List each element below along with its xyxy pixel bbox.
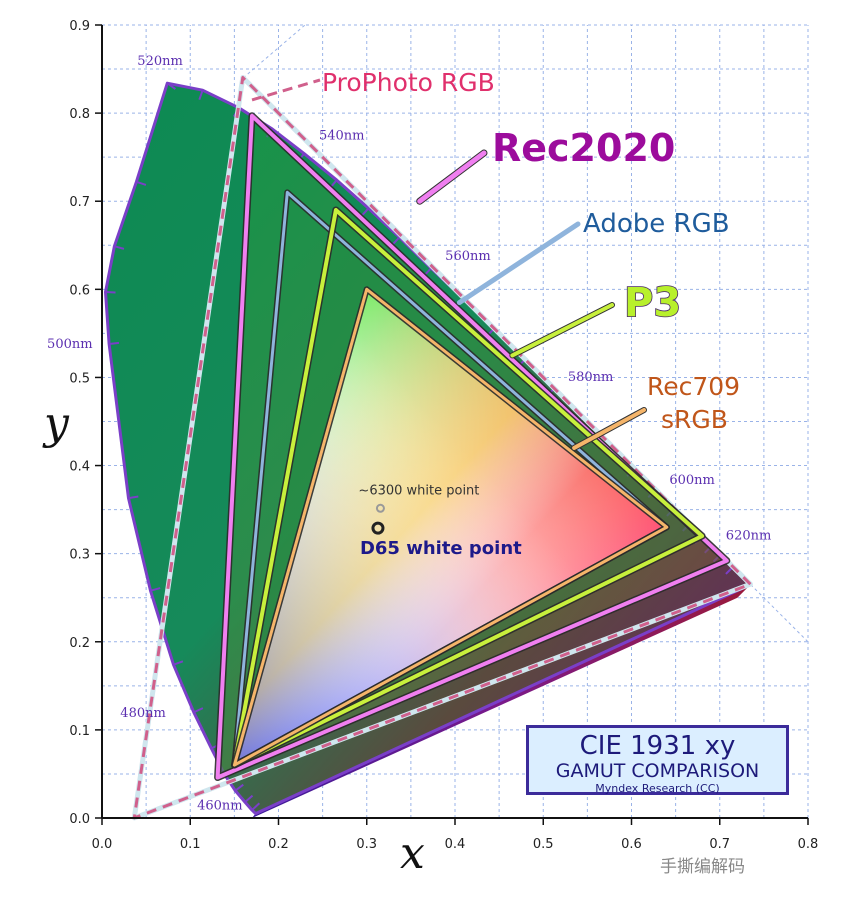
guide-line	[242, 24, 306, 79]
adobe-rgb-label: Adobe RGB	[583, 209, 730, 239]
guide-line	[750, 584, 809, 643]
y-tick-label: 0.2	[69, 636, 90, 651]
rec2020-outline	[215, 113, 729, 780]
wavelength-tick	[166, 82, 176, 90]
wavelength-label: 560nm	[445, 249, 491, 264]
rec709-leader	[572, 408, 646, 450]
wavelength-tick	[173, 660, 184, 666]
y-tick-label: 0.5	[69, 371, 90, 386]
wavelength-label: 600nm	[669, 473, 715, 488]
y-tick-label: 0.9	[69, 19, 90, 34]
x-tick-label: 0.5	[533, 837, 554, 852]
y-tick-label: 0.6	[69, 283, 90, 298]
x-tick-label: 0.1	[180, 837, 201, 852]
y-tick-label: 0.0	[69, 812, 90, 827]
wavelength-labels: 460nm 480nm 500nm 520nm 540nm 560nm 580nm 600nm…	[47, 54, 771, 813]
x-axis-label: x	[400, 828, 425, 879]
white-point-6300-label: ~6300 white point	[358, 483, 479, 498]
wavelength-label: 500nm	[47, 337, 93, 352]
rec2020-label: Rec2020	[492, 126, 675, 170]
y-tick-label: 0.7	[69, 195, 90, 210]
wavelength-label: 520nm	[137, 54, 183, 69]
white-point-d65-marker	[371, 521, 385, 535]
axes: 0.0 0.1 0.2 0.3 0.4 0.5 0.6 0.7 0.8 0.0 0.1 0.2 0.3 0…	[69, 19, 818, 852]
wavelength-tick	[251, 802, 261, 811]
chart-title-box: CIE 1931 xy GAMUT COMPARISON Myndex Rese…	[526, 725, 789, 795]
wavelength-tick	[114, 245, 125, 250]
x-tick-label: 0.8	[798, 837, 819, 852]
y-tick-label: 0.4	[69, 460, 90, 475]
wavelength-tick	[361, 207, 370, 217]
wavelength-tick	[150, 587, 161, 592]
x-tick-label: 0.3	[356, 837, 377, 852]
series-labels: ProPhoto RGB Rec2020 Adobe RGB P3 Rec709 sRGB	[251, 68, 740, 451]
wavelength-label: 460nm	[197, 799, 243, 814]
wavelength-label: 540nm	[319, 129, 365, 144]
prophoto-leader	[251, 78, 321, 102]
p3-outline	[232, 208, 705, 768]
wavelength-tick	[193, 707, 204, 714]
x-tick-label: 0.7	[709, 837, 730, 852]
wavelength-label: 620nm	[726, 529, 772, 544]
wavelength-tick	[198, 89, 204, 100]
wavelength-tick	[136, 180, 147, 186]
p3-leader	[510, 303, 614, 358]
wavelength-tick	[108, 341, 120, 345]
wavelength-tick	[244, 794, 254, 803]
wavelength-tick	[234, 783, 244, 792]
y-axis-label: y	[42, 398, 70, 449]
rec709-outline	[232, 287, 669, 767]
chart-credit: Myndex Research (CC)	[595, 782, 720, 795]
p3-label: P3	[624, 280, 681, 326]
rec709-label: Rec709	[647, 372, 740, 401]
rec2020-leader	[417, 150, 487, 204]
wavelength-label: 580nm	[568, 370, 614, 385]
wavelength-tick	[128, 495, 139, 500]
white-point-6300-marker	[375, 503, 385, 513]
y-tick-label: 0.8	[69, 107, 90, 122]
srgb-fill-layer	[234, 289, 667, 766]
wavelength-tick	[391, 236, 401, 246]
adobe-rgb-leader	[456, 221, 581, 306]
x-tick-label: 0.4	[445, 837, 466, 852]
chart-subtitle: GAMUT COMPARISON	[555, 760, 760, 782]
x-tick-label: 0.6	[621, 837, 642, 852]
x-tick-label: 0.0	[92, 837, 113, 852]
srgb-label: sRGB	[661, 405, 728, 434]
y-tick-label: 0.3	[69, 548, 90, 563]
prophoto-label: ProPhoto RGB	[322, 68, 495, 97]
white-point-d65-label: D65 white point	[360, 538, 522, 559]
y-tick-label: 0.1	[69, 724, 90, 739]
gamut-triangles: ~6300 white point D65 white point	[131, 75, 753, 821]
prophoto-outline	[132, 76, 752, 820]
wavelength-label: 480nm	[120, 706, 166, 721]
watermark-text: 手撕编解码	[660, 857, 745, 877]
chart-title: CIE 1931 xy	[579, 731, 736, 761]
x-tick-label: 0.2	[268, 837, 289, 852]
plot-extras	[242, 24, 809, 643]
wavelength-tick	[105, 290, 116, 294]
